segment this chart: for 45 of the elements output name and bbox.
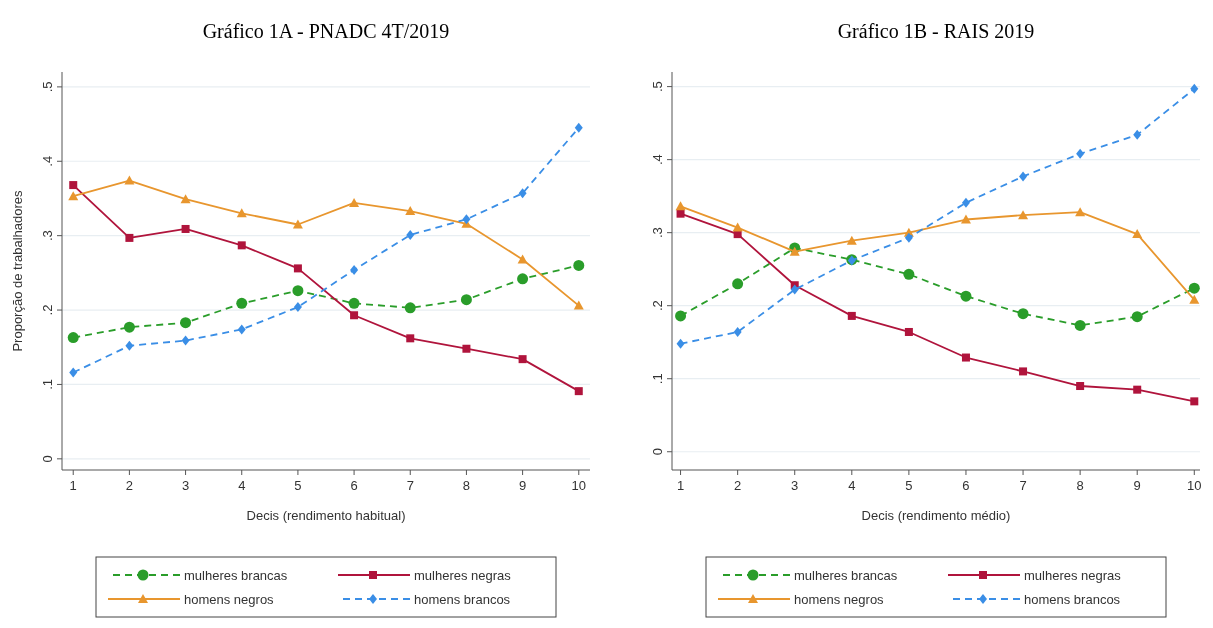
x-tick-label: 10 <box>571 478 586 493</box>
x-tick-label: 1 <box>676 478 685 493</box>
y-tick-label: .3 <box>40 230 55 242</box>
y-tick-label: 0 <box>40 455 55 463</box>
x-tick-label: 7 <box>1019 478 1027 493</box>
legend-label: homens negros <box>184 592 275 607</box>
x-tick-label: 8 <box>1076 478 1084 493</box>
x-tick-label: 3 <box>791 478 799 493</box>
x-axis-title: Decis (rendimento habitual) <box>246 508 406 523</box>
y-tick-label: .1 <box>40 379 55 390</box>
y-tick-label: .5 <box>650 81 665 93</box>
x-tick-label: 1 <box>69 478 77 493</box>
legend-label: mulheres brancas <box>794 568 898 583</box>
x-tick-label: 4 <box>848 478 856 493</box>
chart-title: Gráfico 1A - PNADC 4T/2019 <box>202 20 450 42</box>
x-axis-title: Decis (rendimento médio) <box>861 508 1011 523</box>
y-tick-label: 0 <box>650 448 665 456</box>
legend-label: homens brancos <box>414 592 511 607</box>
y-tick-label: .1 <box>650 373 665 385</box>
legend-label: mulheres brancas <box>184 568 288 583</box>
x-tick-label: 6 <box>350 478 358 493</box>
x-tick-label: 6 <box>962 478 970 493</box>
legend-label: homens negros <box>794 592 885 607</box>
x-tick-label: 10 <box>1187 478 1202 493</box>
legend-label: mulheres negras <box>414 568 512 583</box>
x-tick-label: 4 <box>238 478 246 493</box>
y-tick-label: .2 <box>650 300 665 312</box>
y-axis-title: Proporção de trabalhadores <box>10 189 25 352</box>
y-tick-label: .4 <box>40 155 55 167</box>
x-tick-label: 7 <box>406 478 414 493</box>
x-tick-label: 9 <box>518 478 527 493</box>
x-tick-label: 3 <box>181 478 190 493</box>
chart-title: Gráfico 1B - RAIS 2019 <box>837 20 1035 42</box>
y-tick-label: .2 <box>40 304 55 316</box>
x-tick-label: 5 <box>905 478 913 493</box>
y-tick-label: .4 <box>650 154 665 166</box>
y-tick-label: .3 <box>650 227 665 239</box>
x-tick-label: 8 <box>462 478 471 493</box>
y-tick-label: .5 <box>40 81 55 93</box>
legend-label: homens brancos <box>1024 592 1121 607</box>
x-tick-label: 9 <box>1133 478 1141 493</box>
legend-label: mulheres negras <box>1024 568 1122 583</box>
x-tick-label: 2 <box>734 478 742 493</box>
x-tick-label: 5 <box>294 478 302 493</box>
x-tick-label: 2 <box>125 478 134 493</box>
